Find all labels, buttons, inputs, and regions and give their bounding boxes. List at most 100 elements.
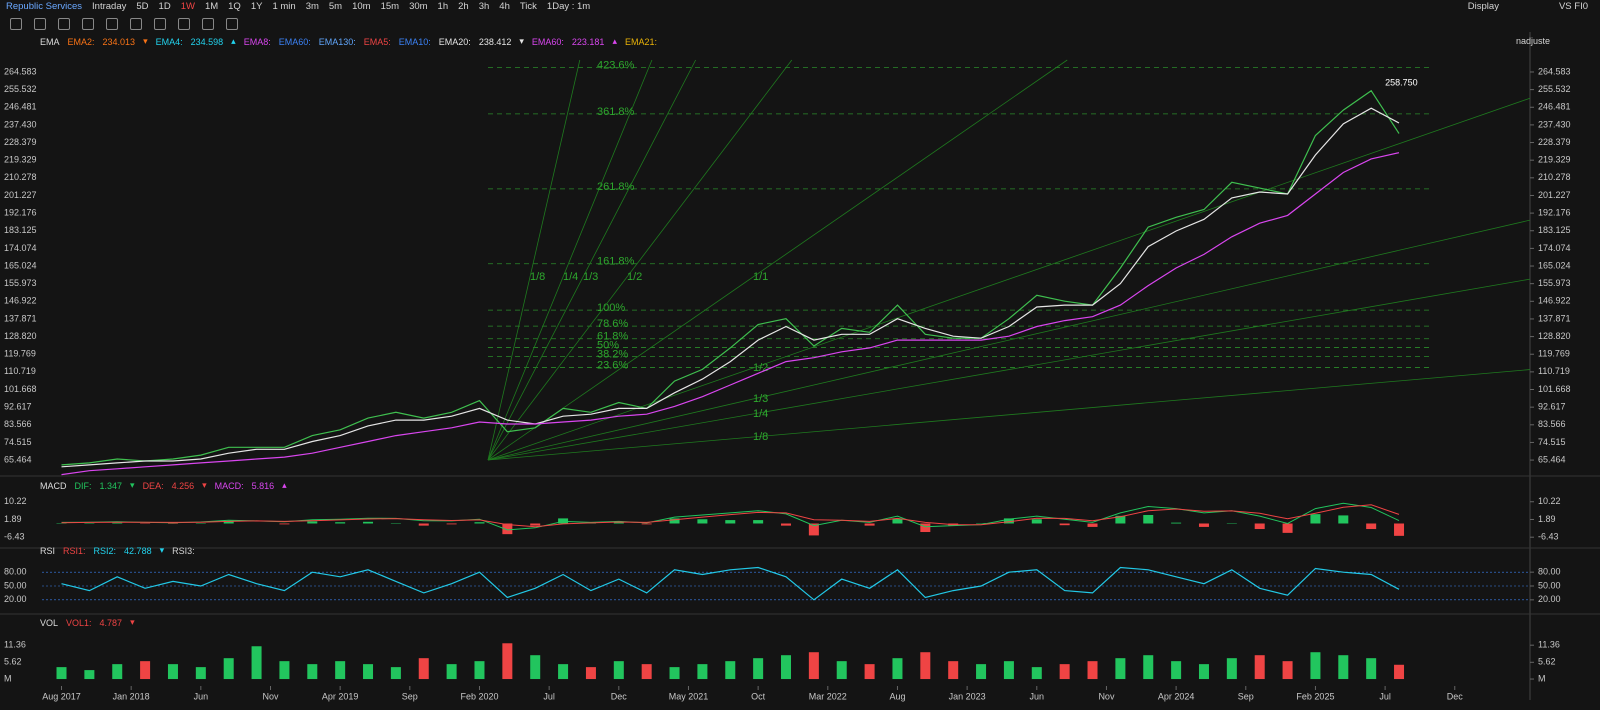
compare-button[interactable]: VS FI0 [1558,0,1588,12]
period-button[interactable]: 1 min [272,0,296,12]
macd-bar [864,523,875,526]
y-tick-label: 201.227 [1538,190,1571,200]
x-tick-label: Apr 2024 [1158,691,1195,701]
period-button[interactable]: 1W [180,0,195,12]
y-tick-label: 119.769 [1538,349,1570,359]
volume-bar [641,664,652,680]
volume-bar [1171,661,1182,680]
period-button[interactable]: 3h [478,0,490,12]
x-tick-label: Oct [751,691,766,701]
indicator-name[interactable]: VOL [40,617,59,628]
period-button[interactable]: 5D [136,0,149,12]
gann-line [487,97,1531,461]
macd-bar [1143,514,1154,524]
symbol[interactable]: Republic Services [6,0,83,12]
indicator-name[interactable]: MACD [40,480,67,491]
period-button[interactable]: 1h [437,0,449,12]
tool[interactable] [154,18,166,30]
legend-name: EMA8: [243,36,271,47]
macd-bar [808,523,819,536]
period-button[interactable]: Intraday [92,0,127,12]
x-tick-label: Jul [543,691,555,701]
gann-label: 1/1 [753,271,768,283]
y-tick-label-left: -6.43 [4,532,25,542]
y-tick-label-left: 183.125 [4,225,37,235]
legend-name: MACD: [214,480,244,491]
period-button[interactable]: 1D [158,0,171,12]
legend-arrow: ▾ [519,36,524,46]
x-tick-label: Aug [889,691,905,701]
macd-bar [920,523,931,533]
adjust-label[interactable]: nadjuste [1515,36,1550,46]
tool[interactable] [58,18,70,30]
period-button[interactable]: 15m [380,0,400,12]
fib-label: 261.8% [597,181,635,193]
peak-label: 258.750 [1385,78,1418,88]
fib-label: 161.8% [597,256,635,268]
period-button[interactable]: 5m [328,0,343,12]
macd-bar [697,519,708,524]
legend-value: 234.598 [190,36,224,47]
y-tick-label-left: 219.329 [4,155,37,165]
period-button[interactable]: 1Y [250,0,263,12]
volume-bar [167,664,178,680]
period-button[interactable]: Tick [519,0,537,12]
macd-bar [502,523,513,535]
fib-label: 100% [597,302,625,314]
y-tick-label: 255.532 [1538,84,1571,94]
indicator-legend: MACD DIF: 1.347 ▾ DEA: 4.256 ▾ MACD: 5.816 ▴ [40,480,287,491]
volume-bar [808,652,819,680]
y-tick-label: 110.719 [1538,366,1570,376]
tool[interactable] [226,18,238,30]
tool[interactable] [130,18,142,30]
gann-label: 1/8 [530,271,545,283]
y-tick-label-left: 174.074 [4,243,37,253]
period-button[interactable]: 10m [352,0,371,12]
toolbar: Republic Services Intraday 5D 1D 1W 1M 1Q 1Y 1 … [0,0,1600,12]
volume-bar [446,664,457,680]
y-tick-label-left: 155.973 [4,278,37,288]
indicator-name[interactable]: RSI [40,545,56,556]
tool[interactable] [178,18,190,30]
y-tick-label: 50.00 [1538,580,1561,590]
y-tick-label-left: 92.617 [4,402,32,412]
period-button[interactable]: 1Q [228,0,241,12]
gann-label: 1/3 [583,271,598,283]
display-menu[interactable]: Display [1467,0,1499,12]
y-tick-label: 192.176 [1538,207,1571,217]
volume-bar [1226,658,1237,680]
period-button[interactable]: 30m [409,0,428,12]
period-button[interactable]: 3m [305,0,319,12]
indicator-name[interactable]: EMA [40,36,60,47]
gann-label: 1/8 [753,431,768,443]
fib-label: 50% [597,339,619,351]
macd-line [61,502,1400,531]
volume-bar [725,661,736,680]
period-button[interactable]: 4h [499,0,510,12]
period-button[interactable]: 2h [458,0,469,12]
x-tick-label: Dec [1447,691,1464,701]
y-tick-label-left: 255.532 [4,84,37,94]
y-tick-label-left: 83.566 [4,419,32,429]
volume-bar [279,661,290,680]
tool[interactable] [34,18,46,30]
period-button[interactable]: 1M [204,0,219,12]
tool[interactable] [10,18,22,30]
price-line [61,89,1400,466]
tool[interactable] [82,18,94,30]
macd-bar [1366,523,1377,530]
y-tick-label: -6.43 [1538,532,1559,542]
legend-name: DEA: [142,480,164,491]
range-select[interactable]: 1Day : 1m [546,0,591,12]
y-tick-label: 83.566 [1538,419,1566,429]
y-tick-label-left: 50.00 [4,580,27,590]
y-tick-label-left: 10.22 [4,496,27,506]
tool[interactable] [202,18,214,30]
gann-label: 1/3 [753,393,768,405]
y-tick-label: 237.430 [1538,119,1571,129]
legend-value: 1.347 [99,480,123,491]
rsi-line [61,566,1400,601]
y-tick-label-left: 128.820 [4,331,37,341]
tool[interactable] [106,18,118,30]
